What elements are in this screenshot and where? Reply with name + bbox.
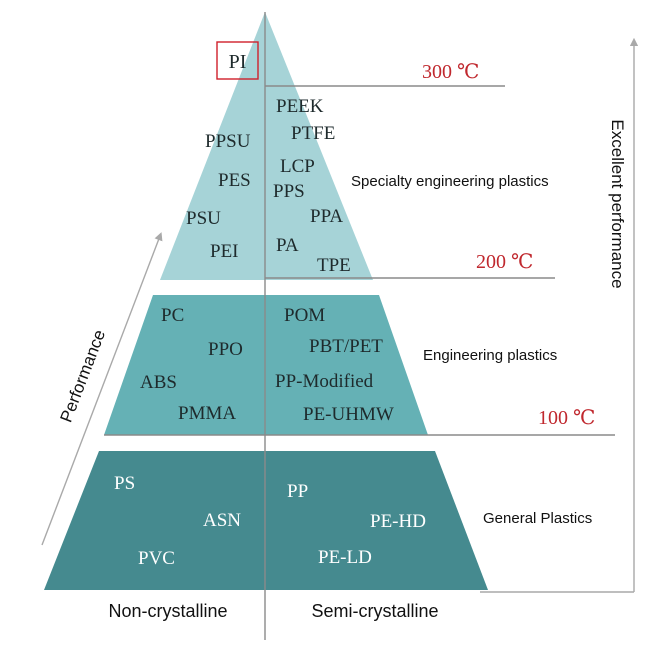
engineering-left-item: PPO — [208, 339, 243, 360]
general-right-item: PE-LD — [318, 547, 372, 568]
left-arrow — [41, 232, 163, 546]
engineering-left-item: PMMA — [178, 403, 236, 424]
general-left-item: PS — [114, 473, 135, 494]
temp-300: 300 ℃ — [422, 61, 479, 83]
general-left-item: ASN — [203, 510, 241, 531]
performance-label: Performance — [57, 327, 110, 425]
specialty-left-item: PSU — [186, 208, 221, 229]
column-label-left: Non-crystalline — [108, 601, 227, 621]
general-right-item: PP — [287, 481, 308, 502]
specialty-left-item: PES — [218, 170, 251, 191]
specialty-right-item: PPS — [273, 181, 305, 202]
specialty-right-item: PTFE — [291, 123, 335, 144]
specialty-right-item: PPA — [310, 206, 343, 227]
tier-engineering-shape — [104, 295, 428, 435]
specialty-left-item: PEI — [210, 241, 239, 262]
general-left-item: PVC — [138, 548, 175, 569]
excellent-performance-label: Excellent performance — [608, 119, 627, 288]
engineering-right-item: POM — [284, 305, 325, 326]
pi-highlight-box — [216, 41, 259, 80]
label-specialty: Specialty engineering plastics — [351, 173, 549, 190]
engineering-left-item: PC — [161, 305, 184, 326]
general-right-item: PE-HD — [370, 511, 426, 532]
specialty-right-item: TPE — [317, 255, 351, 276]
tier-general-shape — [44, 451, 488, 590]
tier-specialty-shape — [160, 12, 373, 280]
engineering-right-item: PE-UHMW — [303, 404, 394, 425]
pi-label: PI — [229, 51, 247, 73]
column-label-right: Semi-crystalline — [311, 601, 438, 621]
specialty-right-item: PA — [276, 235, 299, 256]
label-general: General Plastics — [483, 510, 592, 527]
temp-200: 200 ℃ — [476, 251, 533, 273]
specialty-right-item: LCP — [280, 156, 315, 177]
engineering-right-item: PP-Modified — [275, 371, 374, 392]
engineering-left-item: ABS — [140, 372, 177, 393]
specialty-right-item: PEEK — [276, 96, 324, 117]
temp-100: 100 ℃ — [538, 407, 595, 429]
label-engineering: Engineering plastics — [423, 347, 557, 364]
specialty-left-item: PPSU — [205, 131, 251, 152]
engineering-right-item: PBT/PET — [309, 336, 383, 357]
